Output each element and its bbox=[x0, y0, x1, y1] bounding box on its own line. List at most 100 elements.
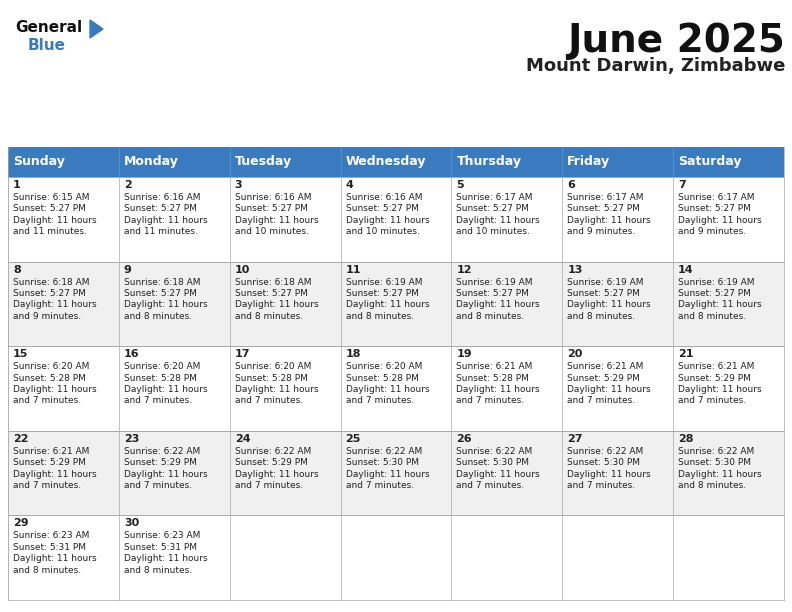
Bar bbox=[451, 261, 562, 346]
Text: Sunrise: 6:17 AM
Sunset: 5:27 PM
Daylight: 11 hours
and 9 minutes.: Sunrise: 6:17 AM Sunset: 5:27 PM Dayligh… bbox=[567, 193, 651, 236]
Text: Sunrise: 6:18 AM
Sunset: 5:27 PM
Daylight: 11 hours
and 9 minutes.: Sunrise: 6:18 AM Sunset: 5:27 PM Dayligh… bbox=[13, 277, 97, 321]
Text: Sunrise: 6:19 AM
Sunset: 5:27 PM
Daylight: 11 hours
and 8 minutes.: Sunrise: 6:19 AM Sunset: 5:27 PM Dayligh… bbox=[567, 277, 651, 321]
Text: 24: 24 bbox=[234, 434, 250, 444]
Bar bbox=[451, 515, 562, 600]
Text: 20: 20 bbox=[567, 349, 583, 359]
Bar bbox=[562, 515, 673, 600]
Text: Sunrise: 6:19 AM
Sunset: 5:27 PM
Daylight: 11 hours
and 8 minutes.: Sunrise: 6:19 AM Sunset: 5:27 PM Dayligh… bbox=[678, 277, 762, 321]
Text: Mount Darwin, Zimbabwe: Mount Darwin, Zimbabwe bbox=[526, 57, 785, 75]
Text: 14: 14 bbox=[678, 264, 694, 275]
Bar bbox=[562, 177, 673, 261]
Text: 2: 2 bbox=[124, 180, 131, 190]
Text: Sunrise: 6:17 AM
Sunset: 5:27 PM
Daylight: 11 hours
and 9 minutes.: Sunrise: 6:17 AM Sunset: 5:27 PM Dayligh… bbox=[678, 193, 762, 236]
Text: 12: 12 bbox=[456, 264, 472, 275]
Bar bbox=[230, 177, 341, 261]
Bar bbox=[673, 147, 784, 177]
Text: Thursday: Thursday bbox=[456, 155, 521, 168]
Text: Sunrise: 6:21 AM
Sunset: 5:28 PM
Daylight: 11 hours
and 7 minutes.: Sunrise: 6:21 AM Sunset: 5:28 PM Dayligh… bbox=[456, 362, 540, 406]
Bar bbox=[562, 147, 673, 177]
Bar bbox=[8, 147, 119, 177]
Text: Sunrise: 6:19 AM
Sunset: 5:27 PM
Daylight: 11 hours
and 8 minutes.: Sunrise: 6:19 AM Sunset: 5:27 PM Dayligh… bbox=[456, 277, 540, 321]
Text: Sunrise: 6:22 AM
Sunset: 5:29 PM
Daylight: 11 hours
and 7 minutes.: Sunrise: 6:22 AM Sunset: 5:29 PM Dayligh… bbox=[124, 447, 208, 490]
Bar bbox=[673, 346, 784, 431]
Bar bbox=[562, 431, 673, 515]
Text: Sunrise: 6:22 AM
Sunset: 5:30 PM
Daylight: 11 hours
and 8 minutes.: Sunrise: 6:22 AM Sunset: 5:30 PM Dayligh… bbox=[678, 447, 762, 490]
Text: Sunrise: 6:23 AM
Sunset: 5:31 PM
Daylight: 11 hours
and 8 minutes.: Sunrise: 6:23 AM Sunset: 5:31 PM Dayligh… bbox=[13, 531, 97, 575]
Bar bbox=[119, 515, 230, 600]
Bar bbox=[341, 147, 451, 177]
Text: 17: 17 bbox=[234, 349, 250, 359]
Text: 21: 21 bbox=[678, 349, 694, 359]
Bar bbox=[230, 431, 341, 515]
Text: Sunrise: 6:19 AM
Sunset: 5:27 PM
Daylight: 11 hours
and 8 minutes.: Sunrise: 6:19 AM Sunset: 5:27 PM Dayligh… bbox=[345, 277, 429, 321]
Bar bbox=[8, 346, 119, 431]
Text: Sunrise: 6:15 AM
Sunset: 5:27 PM
Daylight: 11 hours
and 11 minutes.: Sunrise: 6:15 AM Sunset: 5:27 PM Dayligh… bbox=[13, 193, 97, 236]
Bar bbox=[451, 177, 562, 261]
Bar bbox=[451, 346, 562, 431]
Text: 1: 1 bbox=[13, 180, 21, 190]
Text: 22: 22 bbox=[13, 434, 29, 444]
Text: 26: 26 bbox=[456, 434, 472, 444]
Text: 10: 10 bbox=[234, 264, 250, 275]
Text: 4: 4 bbox=[345, 180, 353, 190]
Text: Sunrise: 6:22 AM
Sunset: 5:30 PM
Daylight: 11 hours
and 7 minutes.: Sunrise: 6:22 AM Sunset: 5:30 PM Dayligh… bbox=[345, 447, 429, 490]
Bar bbox=[451, 431, 562, 515]
Text: June 2025: June 2025 bbox=[567, 22, 785, 60]
Bar bbox=[119, 147, 230, 177]
Text: 15: 15 bbox=[13, 349, 29, 359]
Text: 6: 6 bbox=[567, 180, 575, 190]
Text: Tuesday: Tuesday bbox=[234, 155, 291, 168]
Bar bbox=[562, 346, 673, 431]
Bar bbox=[673, 515, 784, 600]
Bar bbox=[119, 261, 230, 346]
Text: 16: 16 bbox=[124, 349, 139, 359]
Text: 28: 28 bbox=[678, 434, 694, 444]
Text: Sunrise: 6:20 AM
Sunset: 5:28 PM
Daylight: 11 hours
and 7 minutes.: Sunrise: 6:20 AM Sunset: 5:28 PM Dayligh… bbox=[13, 362, 97, 406]
Text: Sunday: Sunday bbox=[13, 155, 65, 168]
Text: 11: 11 bbox=[345, 264, 361, 275]
Text: 5: 5 bbox=[456, 180, 464, 190]
Text: 8: 8 bbox=[13, 264, 21, 275]
Text: Sunrise: 6:22 AM
Sunset: 5:30 PM
Daylight: 11 hours
and 7 minutes.: Sunrise: 6:22 AM Sunset: 5:30 PM Dayligh… bbox=[456, 447, 540, 490]
Bar bbox=[562, 261, 673, 346]
Text: 29: 29 bbox=[13, 518, 29, 528]
Bar bbox=[341, 515, 451, 600]
Text: Sunrise: 6:22 AM
Sunset: 5:30 PM
Daylight: 11 hours
and 7 minutes.: Sunrise: 6:22 AM Sunset: 5:30 PM Dayligh… bbox=[567, 447, 651, 490]
Bar bbox=[8, 261, 119, 346]
Text: 30: 30 bbox=[124, 518, 139, 528]
Text: Sunrise: 6:18 AM
Sunset: 5:27 PM
Daylight: 11 hours
and 8 minutes.: Sunrise: 6:18 AM Sunset: 5:27 PM Dayligh… bbox=[124, 277, 208, 321]
Bar bbox=[119, 431, 230, 515]
Bar bbox=[230, 261, 341, 346]
Bar bbox=[230, 515, 341, 600]
Bar bbox=[8, 177, 119, 261]
Text: 13: 13 bbox=[567, 264, 583, 275]
Bar bbox=[341, 177, 451, 261]
Bar bbox=[673, 177, 784, 261]
Bar bbox=[8, 515, 119, 600]
Text: Sunrise: 6:22 AM
Sunset: 5:29 PM
Daylight: 11 hours
and 7 minutes.: Sunrise: 6:22 AM Sunset: 5:29 PM Dayligh… bbox=[234, 447, 318, 490]
Text: 7: 7 bbox=[678, 180, 686, 190]
Text: Sunrise: 6:20 AM
Sunset: 5:28 PM
Daylight: 11 hours
and 7 minutes.: Sunrise: 6:20 AM Sunset: 5:28 PM Dayligh… bbox=[234, 362, 318, 406]
Text: Sunrise: 6:16 AM
Sunset: 5:27 PM
Daylight: 11 hours
and 10 minutes.: Sunrise: 6:16 AM Sunset: 5:27 PM Dayligh… bbox=[345, 193, 429, 236]
Bar bbox=[673, 261, 784, 346]
Bar bbox=[230, 346, 341, 431]
Text: Saturday: Saturday bbox=[678, 155, 741, 168]
Text: Sunrise: 6:18 AM
Sunset: 5:27 PM
Daylight: 11 hours
and 8 minutes.: Sunrise: 6:18 AM Sunset: 5:27 PM Dayligh… bbox=[234, 277, 318, 321]
Bar bbox=[451, 147, 562, 177]
Text: 25: 25 bbox=[345, 434, 361, 444]
Text: Sunrise: 6:16 AM
Sunset: 5:27 PM
Daylight: 11 hours
and 11 minutes.: Sunrise: 6:16 AM Sunset: 5:27 PM Dayligh… bbox=[124, 193, 208, 236]
Text: Sunrise: 6:21 AM
Sunset: 5:29 PM
Daylight: 11 hours
and 7 minutes.: Sunrise: 6:21 AM Sunset: 5:29 PM Dayligh… bbox=[567, 362, 651, 406]
Text: Blue: Blue bbox=[28, 38, 66, 53]
Bar bbox=[119, 177, 230, 261]
Text: Sunrise: 6:20 AM
Sunset: 5:28 PM
Daylight: 11 hours
and 7 minutes.: Sunrise: 6:20 AM Sunset: 5:28 PM Dayligh… bbox=[345, 362, 429, 406]
Text: 23: 23 bbox=[124, 434, 139, 444]
Text: Sunrise: 6:23 AM
Sunset: 5:31 PM
Daylight: 11 hours
and 8 minutes.: Sunrise: 6:23 AM Sunset: 5:31 PM Dayligh… bbox=[124, 531, 208, 575]
Bar bbox=[119, 346, 230, 431]
Text: General: General bbox=[15, 20, 82, 35]
Bar bbox=[341, 431, 451, 515]
Text: Sunrise: 6:16 AM
Sunset: 5:27 PM
Daylight: 11 hours
and 10 minutes.: Sunrise: 6:16 AM Sunset: 5:27 PM Dayligh… bbox=[234, 193, 318, 236]
Text: Sunrise: 6:20 AM
Sunset: 5:28 PM
Daylight: 11 hours
and 7 minutes.: Sunrise: 6:20 AM Sunset: 5:28 PM Dayligh… bbox=[124, 362, 208, 406]
Bar bbox=[341, 346, 451, 431]
Bar bbox=[230, 147, 341, 177]
Bar bbox=[341, 261, 451, 346]
